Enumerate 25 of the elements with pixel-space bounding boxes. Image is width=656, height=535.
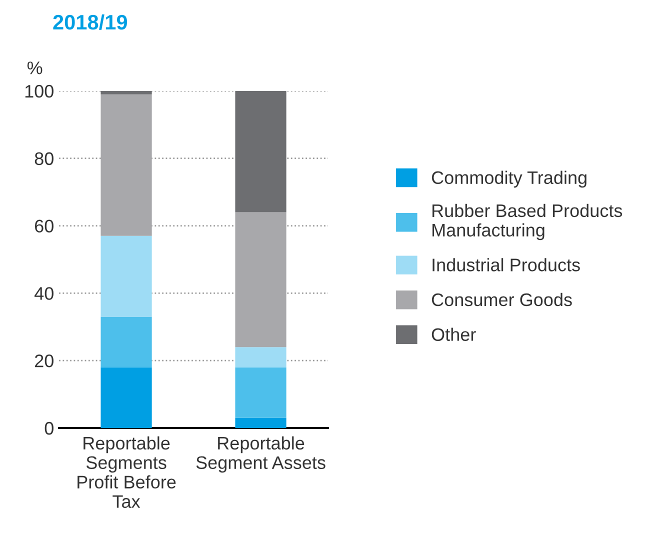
- legend-label: Industrial Products: [432, 258, 580, 272]
- legend-label: Consumer Goods: [432, 292, 572, 306]
- legend-label: Rubber Based Products Manufacturing: [432, 204, 622, 240]
- bar: [235, 90, 286, 212]
- legend-label: Commodity Trading: [432, 170, 586, 188]
- y-tick-label: 20: [35, 354, 54, 368]
- chart-title: 2018/19: [53, 14, 128, 30]
- bar: [100, 236, 152, 317]
- bar: [100, 316, 152, 368]
- bar: [100, 90, 152, 94]
- y-tick-label: 0: [44, 422, 54, 435]
- x-tick-label: Reportable Segments Profit Before Tax: [78, 436, 176, 508]
- y-tick-label: 60: [35, 220, 54, 232]
- bar: [235, 347, 286, 368]
- y-axis-title: %: [27, 62, 42, 74]
- y-tick-label: 100: [25, 84, 54, 98]
- bar: [235, 418, 286, 428]
- bar: [235, 212, 286, 348]
- bar: [235, 367, 286, 418]
- y-tick-label: 40: [34, 287, 54, 300]
- bar: [100, 367, 152, 428]
- y-tick-label: 80: [34, 152, 54, 166]
- legend-label: Other: [432, 328, 476, 341]
- bar: [100, 94, 152, 236]
- x-tick-label: Reportable Segment Assets: [196, 436, 326, 473]
